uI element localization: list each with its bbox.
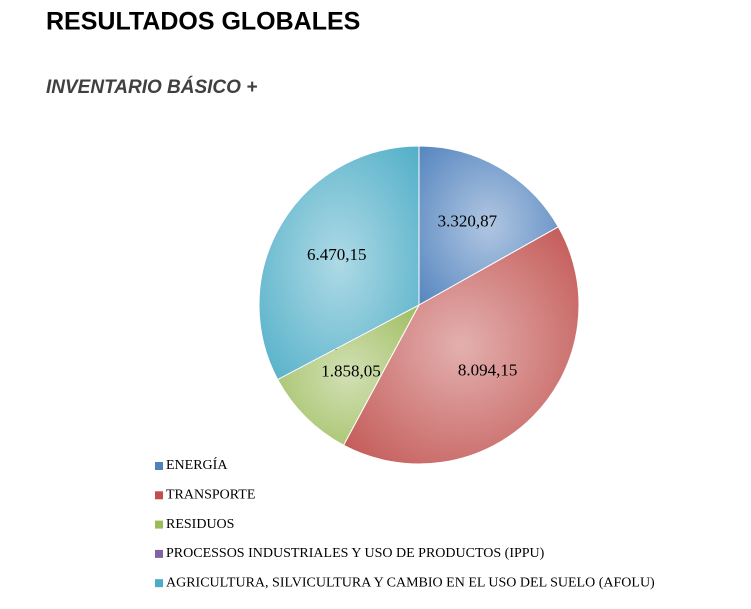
chart-subtitle: INVENTARIO BÁSICO + [46,76,257,98]
legend-label: PROCESSOS INDUSTRIALES Y USO DE PRODUCTO… [166,546,545,561]
data-label: 1.858,05 [321,361,381,380]
legend-marker [155,462,163,470]
data-label: 8.094,15 [458,361,518,380]
legend-marker [155,520,163,529]
chart-title: RESULTADOS GLOBALES [46,8,360,36]
legend-label: AGRICULTURA, SILVICULTURA Y CAMBIO EN EL… [166,575,655,590]
data-label: 3.320,87 [438,212,498,231]
legend-marker [155,549,163,558]
legend-label: ENERGÍA [166,456,228,473]
legend-label: RESIDUOS [166,517,234,532]
legend-marker [155,491,163,500]
legend-label: TRANSPORTE [166,488,255,503]
legend-marker [155,579,163,588]
data-label: 6.470,15 [307,245,367,264]
